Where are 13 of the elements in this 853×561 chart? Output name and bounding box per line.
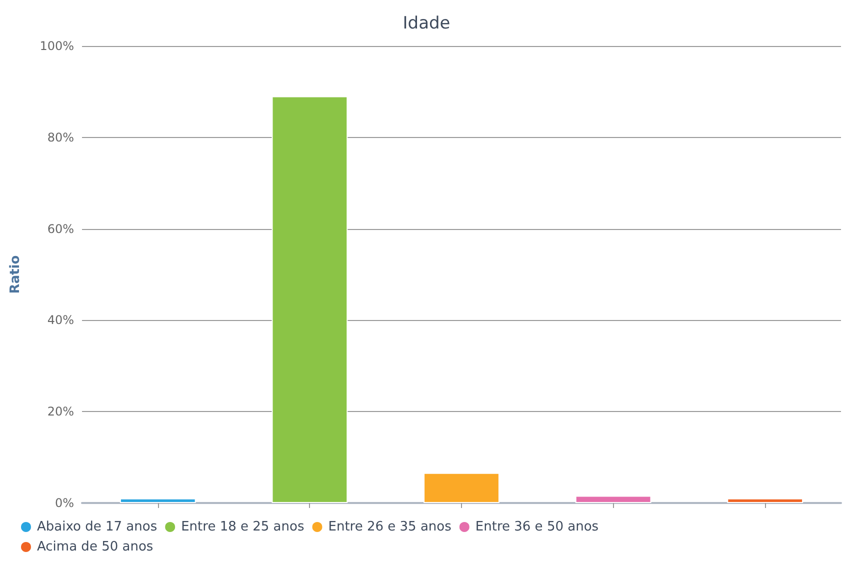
y-tick-label: 100%	[40, 39, 74, 53]
y-tick-label: 0%	[54, 496, 74, 510]
y-axis-title: Ratio	[8, 255, 23, 294]
chart-title: Idade	[402, 14, 450, 34]
legend-label: Entre 36 e 50 anos	[475, 520, 599, 534]
legend-label: Entre 26 e 35 anos	[328, 520, 452, 534]
legend-label: Acima de 50 anos	[37, 540, 154, 554]
y-tick-label: 20%	[47, 404, 74, 419]
y-tick-label: 40%	[47, 313, 74, 328]
legend-label: Abaixo de 17 anos	[37, 520, 158, 534]
y-tick-label: 80%	[47, 130, 74, 144]
legend-label: Entre 18 e 25 anos	[181, 520, 304, 534]
y-tick-label: 60%	[47, 222, 74, 236]
